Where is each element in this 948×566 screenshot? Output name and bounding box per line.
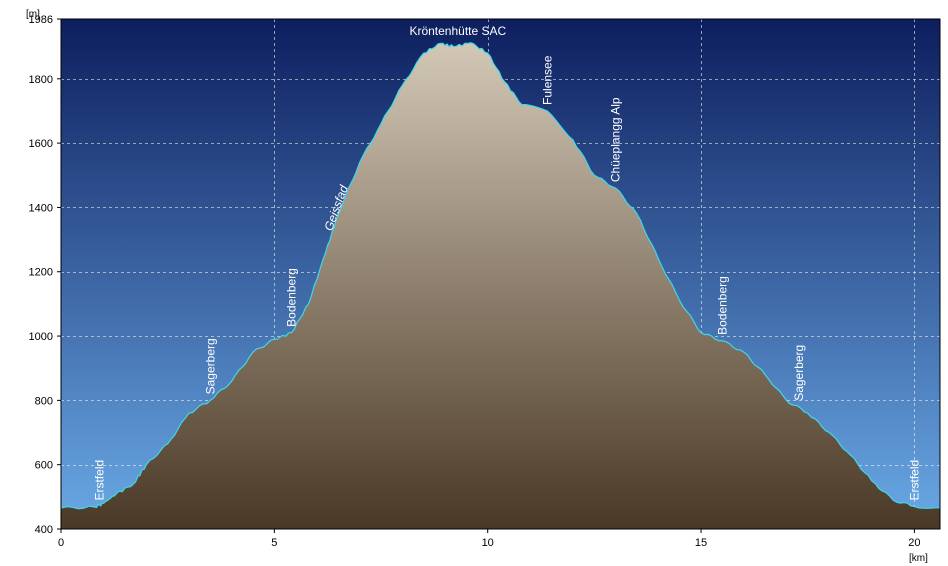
elevation-profile-line xyxy=(61,42,940,510)
terrain-area xyxy=(61,42,940,529)
y-axis: 400 600 800 1000 1200 1400 1600 1800 1986 xyxy=(29,14,61,536)
y-tick-label: 1000 xyxy=(29,331,53,343)
waypoint-label: Erstfeld xyxy=(907,460,921,501)
y-tick-label: 1200 xyxy=(29,267,53,279)
y-tick-label: 1600 xyxy=(29,138,53,150)
x-tick-label: 10 xyxy=(482,537,494,549)
x-tick-label: 15 xyxy=(695,537,707,549)
x-tick-label: 5 xyxy=(271,537,277,549)
y-axis-unit: [m] xyxy=(26,9,40,20)
waypoint-label: Bodenberg xyxy=(715,276,729,335)
y-tick-label: 1400 xyxy=(29,202,53,214)
waypoint-label: Erstfeld xyxy=(92,460,106,501)
waypoint-label: Fulensee xyxy=(540,55,554,105)
y-tick-label: 400 xyxy=(35,524,53,536)
waypoint-labels: ErstfeldSagerbergBodenbergGeissfadKrönte… xyxy=(92,24,921,501)
x-axis-unit: [km] xyxy=(909,553,928,564)
plot-frame xyxy=(60,18,941,530)
y-tick-label: 800 xyxy=(35,395,53,407)
waypoint-label: Sagerberg xyxy=(792,345,806,401)
x-axis: 0 5 10 15 20 xyxy=(58,529,921,549)
y-tick-label: 600 xyxy=(35,460,53,472)
y-tick-label: 1986 xyxy=(29,14,53,26)
waypoint-label: Sagerberg xyxy=(203,338,217,394)
x-tick-label: 20 xyxy=(908,537,920,549)
y-tick-label: 1800 xyxy=(29,74,53,86)
waypoint-label: Kröntenhütte SAC xyxy=(409,24,506,38)
x-tick-label: 0 xyxy=(58,537,64,549)
waypoint-label: Bodenberg xyxy=(284,268,298,327)
waypoint-label: Chüeplangg Alp xyxy=(609,97,623,182)
